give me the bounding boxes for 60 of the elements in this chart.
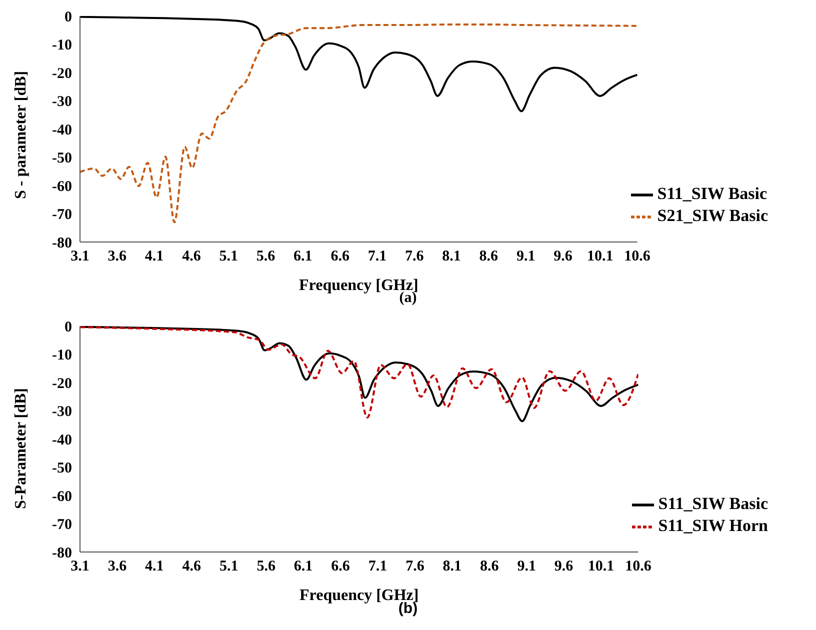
x-axis-title: Frequency [GHz] — [299, 277, 418, 294]
legend-label: S11_SIW Basic — [658, 494, 768, 513]
x-tick-label: 3.1 — [70, 248, 90, 265]
y-tick-label: -50 — [52, 150, 72, 167]
line-series — [80, 23, 638, 224]
legend-label: S11_SIW Basic — [657, 184, 768, 203]
x-tick-label: 3.6 — [108, 248, 128, 265]
x-tick-label: 6.6 — [331, 558, 350, 575]
x-tick-label: 5.6 — [256, 248, 276, 265]
x-tick-label: 7.6 — [405, 248, 424, 265]
x-tick-label: 4.1 — [144, 248, 164, 265]
y-tick-label: -10 — [52, 348, 72, 364]
y-tick-label: -70 — [52, 207, 72, 224]
x-tick-label: 10.1 — [587, 248, 614, 265]
y-tick-label: -50 — [52, 460, 72, 477]
x-tick-label: 8.1 — [442, 558, 462, 575]
line-series — [80, 16, 638, 112]
x-tick-label: 5.1 — [219, 248, 238, 265]
x-tick-label: 9.6 — [554, 558, 574, 575]
y-tick-label: -80 — [52, 545, 72, 562]
x-axis-title: Frequency [GHz] — [300, 587, 419, 604]
y-tick-label: -20 — [52, 376, 72, 392]
x-tick-label: 9.1 — [517, 558, 536, 575]
y-tick-label: -60 — [52, 178, 72, 195]
x-tick-label: 4.1 — [145, 558, 164, 575]
y-tick-label: -80 — [52, 235, 72, 252]
y-tick-label: -40 — [52, 432, 72, 448]
x-tick-label: 6.6 — [330, 248, 350, 265]
x-tick-label: 6.1 — [294, 558, 313, 575]
x-tick-label: 9.1 — [516, 248, 536, 265]
y-axis-title: S-Parameter [dB] — [12, 388, 30, 509]
y-tick-label: -30 — [52, 94, 72, 110]
legend-label: S21_SIW Basic — [657, 206, 768, 225]
x-tick-label: 5.6 — [256, 558, 276, 575]
y-tick-label: -40 — [52, 122, 72, 138]
x-tick-label: 4.6 — [182, 558, 202, 575]
y-axis-title: S - parameter [dB] — [12, 70, 30, 199]
y-tick-label: -10 — [52, 38, 72, 54]
y-tick-label: 0 — [64, 9, 72, 26]
x-tick-label: 9.6 — [554, 248, 573, 265]
legend-label: S11_SIW Horn — [658, 516, 768, 535]
x-tick-label: 7.1 — [368, 248, 387, 265]
x-tick-label: 8.6 — [480, 558, 500, 575]
x-tick-label: 10.6 — [624, 248, 651, 265]
x-tick-label: 3.1 — [70, 558, 90, 575]
y-tick-label: -30 — [52, 404, 72, 420]
x-tick-label: 7.1 — [368, 558, 388, 575]
y-tick-label: -60 — [52, 488, 72, 505]
y-tick-label: 0 — [64, 319, 72, 336]
y-tick-label: -20 — [52, 66, 72, 82]
x-tick-label: 3.6 — [108, 558, 128, 575]
x-tick-label: 10.1 — [588, 558, 614, 575]
x-tick-label: 8.1 — [442, 248, 461, 265]
x-tick-label: 4.6 — [182, 248, 202, 265]
x-tick-label: 5.1 — [219, 558, 238, 575]
x-tick-label: 8.6 — [479, 248, 499, 265]
x-tick-label: 7.6 — [406, 558, 425, 575]
x-tick-label: 6.1 — [294, 248, 312, 265]
y-tick-label: -70 — [52, 517, 72, 534]
x-tick-label: 10.6 — [625, 558, 652, 575]
